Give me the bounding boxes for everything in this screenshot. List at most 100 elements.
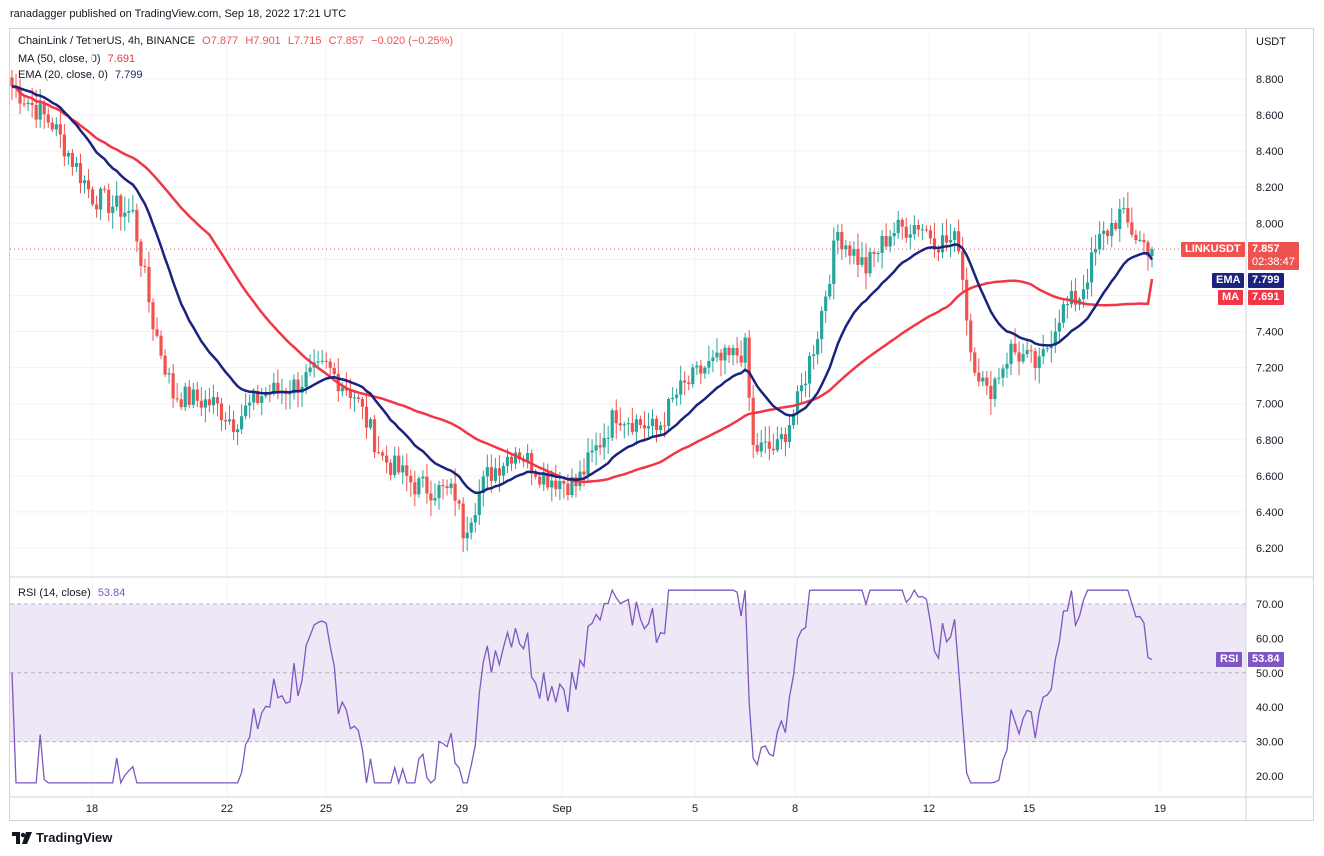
candle xyxy=(34,89,38,128)
candle-body xyxy=(654,418,659,431)
candle xyxy=(695,361,699,375)
symbol-name[interactable]: ChainLink / TetherUS, 4h, BINANCE xyxy=(18,35,196,47)
candle-body xyxy=(602,437,606,448)
candle-body xyxy=(908,234,912,238)
candle-body xyxy=(799,385,804,392)
candle-body xyxy=(840,231,844,250)
candle-body xyxy=(203,399,207,408)
candle-body xyxy=(70,152,75,167)
candle xyxy=(654,415,659,443)
candle xyxy=(1057,309,1061,341)
candle-body xyxy=(256,390,260,403)
candle-body xyxy=(151,302,155,330)
candle xyxy=(457,498,461,510)
last-price-value: 7.857 xyxy=(1252,243,1280,255)
candle-body xyxy=(940,235,945,253)
candle-body xyxy=(429,493,433,501)
candle-body xyxy=(78,163,83,184)
tradingview-logo[interactable]: TradingView xyxy=(12,830,112,845)
candle-body xyxy=(473,515,477,523)
candle xyxy=(844,239,848,258)
candle xyxy=(171,363,175,408)
candle-body xyxy=(304,372,308,387)
candle-body xyxy=(46,114,50,123)
candle-body xyxy=(961,251,965,280)
candle xyxy=(594,432,598,466)
candle-body xyxy=(417,478,421,495)
price-tick-label: 8.400 xyxy=(1256,146,1284,158)
rsi-tick-label: 20.00 xyxy=(1256,771,1284,783)
candle-body xyxy=(308,367,312,373)
candle xyxy=(739,340,743,367)
candle-body xyxy=(844,245,848,250)
publisher-line: ranadagger published on TradingView.com,… xyxy=(10,8,347,20)
candle xyxy=(570,468,574,498)
ma-legend-label: MA (50, close, 0) xyxy=(18,53,101,65)
candle xyxy=(54,117,58,137)
tradingview-brand: TradingView xyxy=(36,830,113,845)
candle-body xyxy=(1142,239,1146,243)
low-value: L7.715 xyxy=(287,35,322,47)
candle xyxy=(513,447,518,469)
candle xyxy=(119,193,123,231)
candle-body xyxy=(1009,343,1013,364)
candle xyxy=(147,251,151,313)
candle xyxy=(211,384,216,414)
candle xyxy=(755,433,759,455)
candle xyxy=(679,365,683,405)
candle-body xyxy=(348,390,352,399)
candle-body xyxy=(517,452,522,460)
candle-body xyxy=(340,387,344,392)
ma-tag: MA xyxy=(1218,290,1244,305)
candle xyxy=(111,195,115,229)
candle xyxy=(163,349,167,378)
candle xyxy=(151,298,155,341)
candle xyxy=(58,108,62,149)
candle xyxy=(848,241,852,265)
candle xyxy=(767,425,771,461)
candle xyxy=(401,455,405,485)
candle-body xyxy=(465,532,469,539)
candle xyxy=(1009,339,1013,375)
candle-body xyxy=(360,398,365,407)
candle-body xyxy=(231,419,236,433)
candle-body xyxy=(695,365,699,368)
candle-body xyxy=(723,347,727,361)
candle xyxy=(256,385,260,405)
candle-body xyxy=(872,252,876,254)
rsi-legend[interactable]: RSI (14, close) 53.84 xyxy=(18,586,129,600)
candle-body xyxy=(183,386,187,408)
candle xyxy=(771,433,775,455)
candle-body xyxy=(642,425,647,429)
candle-body xyxy=(477,492,481,516)
candle xyxy=(783,427,788,457)
ema-legend[interactable]: EMA (20, close, 0) 7.799 xyxy=(18,68,146,82)
candle-body xyxy=(86,180,91,190)
candle-body xyxy=(820,310,824,340)
candle-body xyxy=(111,206,115,214)
candle xyxy=(385,445,389,474)
ma-legend[interactable]: MA (50, close, 0) 7.691 xyxy=(18,52,139,66)
candle xyxy=(115,181,119,211)
candle-body xyxy=(1065,304,1070,306)
candle-body xyxy=(1102,230,1106,235)
candle xyxy=(578,460,582,491)
candle xyxy=(74,156,79,173)
candle xyxy=(308,354,312,377)
candle xyxy=(103,185,107,193)
candle-body xyxy=(775,439,779,451)
candle-body xyxy=(1094,249,1098,253)
candle-body xyxy=(904,226,908,238)
candle-body xyxy=(977,372,981,382)
candle-body xyxy=(1061,304,1065,323)
candle-body xyxy=(703,367,707,374)
candle-body xyxy=(828,284,832,297)
candle-body xyxy=(501,465,506,476)
candle xyxy=(953,227,957,253)
candle xyxy=(864,243,868,290)
candle-body xyxy=(372,419,377,453)
candle-body xyxy=(566,483,570,496)
candle xyxy=(763,426,767,454)
candle xyxy=(397,446,401,475)
